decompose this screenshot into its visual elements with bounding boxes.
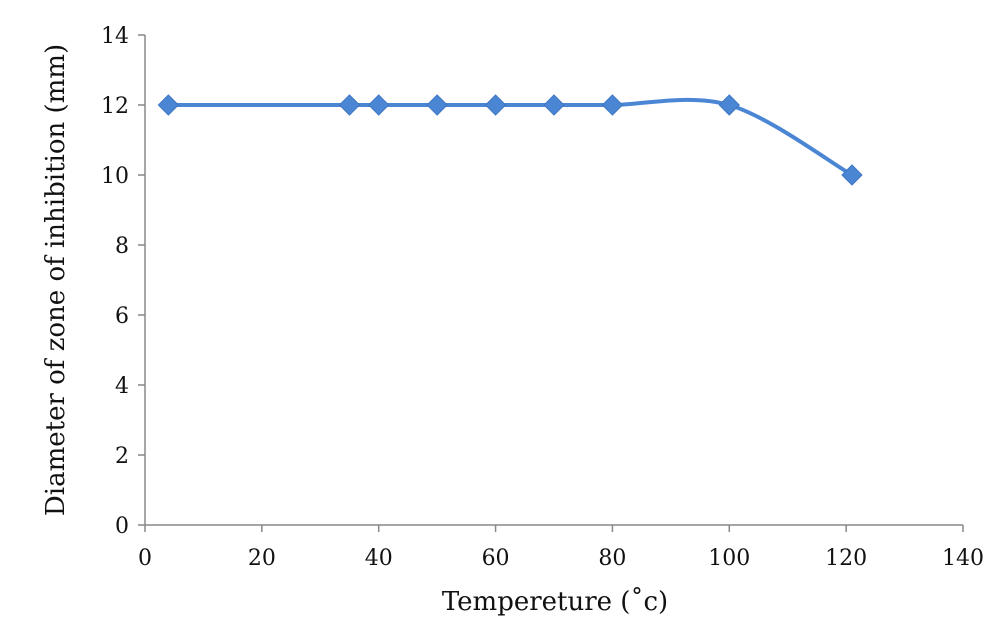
y-tick-label: 8 [115,234,129,259]
data-point-marker [841,164,863,186]
x-tick-label: 80 [598,546,626,571]
data-point-marker [543,94,565,116]
data-point-marker [601,94,624,116]
series-line [168,97,853,177]
y-tick-label: 6 [115,304,129,329]
y-tick-label: 4 [115,374,129,399]
series-layer [157,94,863,186]
data-point-marker [426,94,448,116]
data-point-marker [368,94,390,116]
data-point-marker [718,94,740,116]
y-axis-ticks: 0 2 4 6 8 10 12 14 [101,24,145,539]
y-tick-label: 10 [101,164,129,189]
x-tick-label: 60 [482,546,510,571]
x-axis-title: Tempereture (˚c) [442,587,668,617]
x-tick-label: 20 [248,546,276,571]
x-tick-label: 0 [138,546,152,571]
x-tick-label: 40 [365,546,393,571]
y-tick-label: 2 [115,444,129,469]
x-axis-ticks: 0 20 40 60 80 100 120 140 [138,525,984,571]
x-tick-label: 100 [708,546,750,571]
data-point-marker [484,94,507,116]
data-point-marker [338,94,361,116]
x-tick-label: 140 [942,546,984,571]
x-tick-label: 120 [825,546,867,571]
y-tick-label: 12 [101,94,129,119]
y-axis-title: Diameter of zone of inhibition (mm) [41,44,71,516]
data-point-marker [157,94,180,116]
y-tick-label: 14 [101,24,129,49]
y-tick-label: 0 [115,514,129,539]
axes [144,35,963,526]
